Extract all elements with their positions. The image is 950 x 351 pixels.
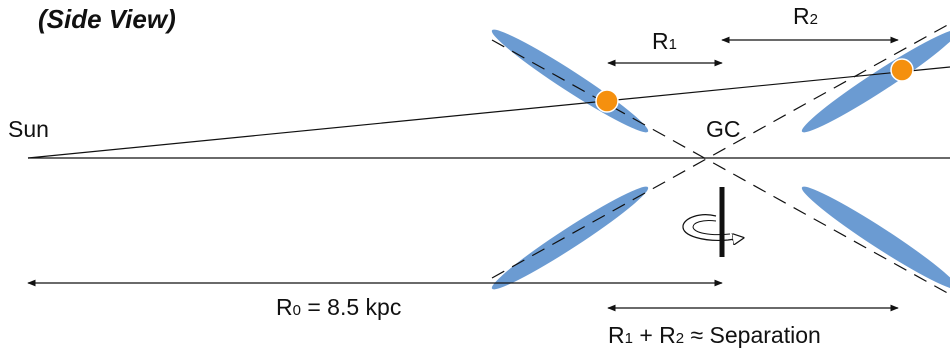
diagram-title: (Side View) xyxy=(38,4,176,34)
r2-main: R xyxy=(793,3,810,29)
disk-axis-dashed-a xyxy=(491,39,950,296)
r1-label: R1 xyxy=(652,28,677,55)
sun-label: Sun xyxy=(8,116,49,142)
r2-sub: 2 xyxy=(809,11,818,28)
rotation-arrow-icon xyxy=(682,214,742,241)
disk-lower-left xyxy=(491,186,649,290)
r1-main: R xyxy=(652,28,669,54)
disk-upper-left xyxy=(491,29,649,133)
disk-axis-dashed-b xyxy=(491,22,950,279)
sep-r2-sub: 2 xyxy=(675,330,685,347)
star-near xyxy=(595,89,619,113)
disk-lower-right xyxy=(801,186,950,290)
r0-label: R0 = 8.5 kpc xyxy=(276,294,401,321)
sep-plus-r2: + R xyxy=(632,322,676,348)
r0-sub: 0 xyxy=(292,302,301,319)
rotation-arrow-inner xyxy=(692,220,731,236)
sep-r1-sub: 1 xyxy=(624,330,633,347)
r0-value: = 8.5 kpc xyxy=(300,294,402,320)
line-of-sight xyxy=(27,66,950,159)
star-far xyxy=(890,58,914,82)
r1-sub: 1 xyxy=(668,36,677,53)
sep-text: ≈ Separation xyxy=(684,322,821,348)
galactic-center-label: GC xyxy=(706,116,741,142)
sep-r1-main: R xyxy=(608,322,625,348)
r0-main: R xyxy=(276,294,293,320)
r2-label: R2 xyxy=(793,3,818,30)
separation-label: R1 + R2 ≈ Separation xyxy=(608,322,821,349)
disk-upper-right xyxy=(801,29,950,133)
